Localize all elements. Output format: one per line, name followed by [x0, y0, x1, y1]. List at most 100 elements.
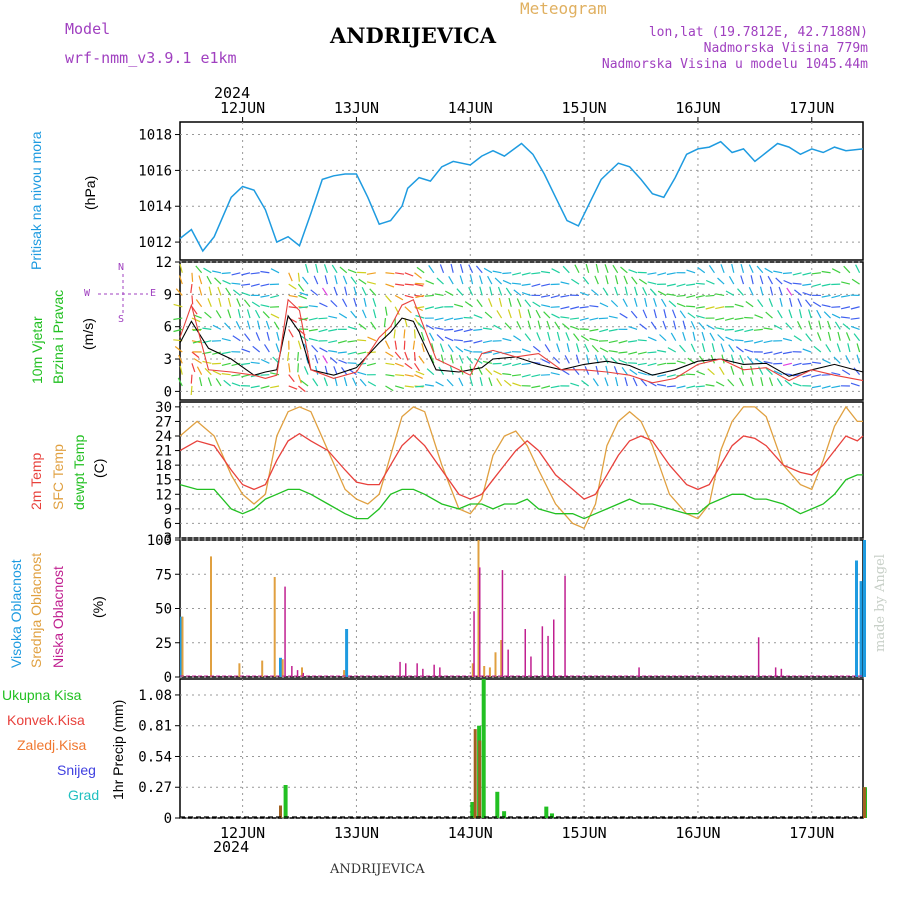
wind-arrow	[318, 328, 328, 333]
wind-arrow	[697, 266, 706, 274]
wind-arrow	[589, 337, 599, 342]
wind-arrow	[241, 374, 251, 378]
wind-arrow	[802, 283, 812, 286]
wind-arrow	[453, 317, 463, 321]
wind-arrow	[175, 288, 183, 296]
wind-arrow	[695, 385, 705, 388]
wind-arrow	[647, 336, 657, 342]
wind-arrow	[531, 385, 541, 389]
wind-arrow	[811, 374, 822, 378]
wind-arrow	[244, 333, 251, 342]
wind-arrow	[834, 321, 841, 330]
wind-arrow	[270, 372, 280, 376]
cloud-mid-bar	[477, 540, 480, 677]
cloud-low-bar	[291, 666, 293, 677]
wind-arrow	[222, 279, 231, 285]
wind-arrow	[816, 332, 822, 341]
pressure-axis-tick-label: 1014	[138, 199, 172, 215]
wind-arrow	[570, 382, 580, 387]
wind-arrow	[212, 270, 222, 274]
wind-arrow	[358, 278, 367, 285]
wind-arrow	[424, 294, 434, 297]
wind-arrow	[275, 343, 280, 353]
wind-arrow	[453, 328, 464, 333]
cloud-low-bar	[547, 635, 549, 677]
wind-arrow	[260, 294, 270, 298]
temp-axis-tick-label: 9	[164, 502, 172, 518]
wind-arrow	[695, 315, 705, 319]
wind-arrow	[734, 339, 744, 342]
wind-arrow	[297, 363, 299, 373]
wind-arrow	[629, 369, 638, 376]
precip-total-bar	[283, 785, 288, 818]
wind-arrow	[602, 355, 609, 364]
wind-arrow	[308, 337, 318, 342]
wind-arrow	[444, 317, 454, 321]
wind-arrow	[570, 325, 580, 330]
wind-arrow	[802, 272, 812, 276]
wind-arrow	[473, 340, 483, 344]
wind-arrow	[415, 282, 425, 285]
wind-arrow	[798, 309, 803, 319]
wind-arrow	[513, 335, 522, 342]
temp-axis-tick-label: 12	[155, 487, 172, 503]
wind-arrow	[619, 312, 628, 319]
wind-arrow	[521, 374, 531, 378]
wind-arrow	[821, 374, 831, 376]
wind-arrow	[537, 320, 541, 330]
wind-arrow	[385, 374, 395, 377]
wind-arrow	[647, 281, 657, 285]
wind-arrow	[266, 331, 270, 341]
wind-arrow	[512, 382, 522, 387]
precip-convective-bar	[863, 787, 866, 818]
wind-arrow	[792, 282, 802, 285]
wind-arrow	[227, 309, 232, 319]
wind-arrow	[434, 293, 444, 297]
wind-arrow	[582, 276, 590, 285]
wind-arrow	[782, 337, 793, 342]
wind-arrow	[825, 344, 832, 353]
day-label-bottom: 17JUN	[789, 824, 834, 842]
wind-arrow	[241, 272, 251, 276]
wind-arrow	[270, 268, 280, 274]
cloud-low-bar	[302, 672, 304, 677]
wind-arrow	[298, 294, 307, 300]
wind-arrow	[418, 355, 425, 364]
wind-arrow	[823, 311, 831, 319]
wind-arrow	[179, 365, 183, 375]
wind-arrow	[177, 377, 183, 387]
cloud-low-bar	[757, 637, 760, 677]
wind-arrow	[856, 343, 861, 353]
wind-arrow	[203, 267, 212, 274]
wind-arrow	[580, 335, 589, 342]
wind-arrow	[642, 287, 648, 296]
cloud-mid-bar	[238, 663, 241, 677]
lonlat-label: lon,lat (19.7812E, 42.7188N)	[648, 25, 868, 40]
wind-arrow	[254, 309, 261, 319]
wind-arrow	[404, 385, 414, 388]
wind-arrow	[502, 373, 512, 376]
wind-arrow	[469, 275, 474, 285]
wind-arrow	[393, 329, 396, 339]
wind-arrow	[628, 340, 638, 343]
cloud-low-bar	[524, 629, 526, 677]
wind-arrow	[424, 306, 434, 310]
wind-arrow	[753, 340, 763, 344]
wind-arrow	[434, 317, 444, 321]
wind-arrow	[769, 286, 774, 296]
wind-arrow	[394, 385, 404, 389]
wind-arrow	[314, 354, 319, 364]
wind-axis-tick-label: 12	[155, 255, 172, 271]
wind-arrow	[404, 374, 414, 377]
wind-arrow	[756, 265, 764, 274]
wind-arrow	[347, 340, 357, 343]
cloud-mid-bar	[273, 577, 276, 677]
wind-arrow	[707, 368, 715, 376]
elevation-label: Nadmorska Visina 779m	[703, 41, 868, 56]
wind-arrow	[330, 299, 338, 308]
wind-arrow	[361, 287, 367, 296]
wind-arrow	[394, 294, 404, 301]
wind-arrow	[521, 362, 531, 366]
wind-arrow	[705, 306, 715, 310]
wind-arrow	[543, 311, 551, 319]
